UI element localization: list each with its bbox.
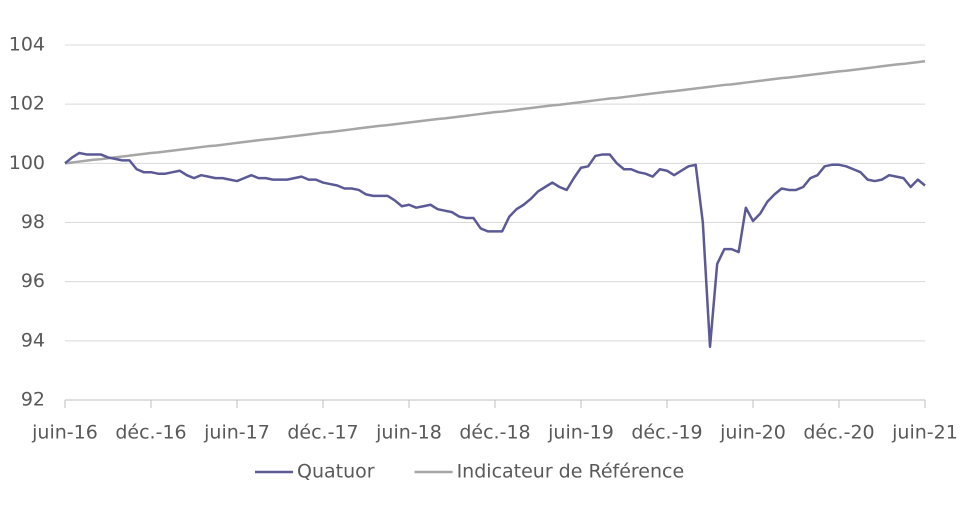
x-tick-label: juin-20 bbox=[719, 422, 786, 444]
x-tick-label: déc.-19 bbox=[631, 422, 702, 444]
y-tick-label: 96 bbox=[21, 270, 45, 292]
x-tick-label: juin-17 bbox=[203, 422, 270, 444]
x-tick-label: juin-21 bbox=[891, 422, 958, 444]
legend-label: Quatuor bbox=[297, 461, 375, 483]
x-tick-label: déc.-18 bbox=[459, 422, 530, 444]
y-tick-label: 102 bbox=[9, 93, 45, 115]
x-tick-label: déc.-17 bbox=[287, 422, 358, 444]
y-tick-label: 92 bbox=[21, 389, 45, 411]
x-tick-label: déc.-16 bbox=[115, 422, 186, 444]
x-tick-label: juin-18 bbox=[375, 422, 442, 444]
y-tick-label: 104 bbox=[9, 34, 45, 56]
line-series bbox=[64, 60, 926, 165]
line-series bbox=[64, 151, 926, 348]
legend-label: Indicateur de Référence bbox=[457, 461, 685, 483]
y-tick-label: 94 bbox=[21, 329, 45, 351]
x-tick-label: déc.-20 bbox=[803, 422, 874, 444]
x-tick-label: juin-19 bbox=[547, 422, 614, 444]
y-tick-label: 98 bbox=[21, 211, 45, 233]
x-tick-label: juin-16 bbox=[31, 422, 98, 444]
y-tick-label: 100 bbox=[9, 152, 45, 174]
